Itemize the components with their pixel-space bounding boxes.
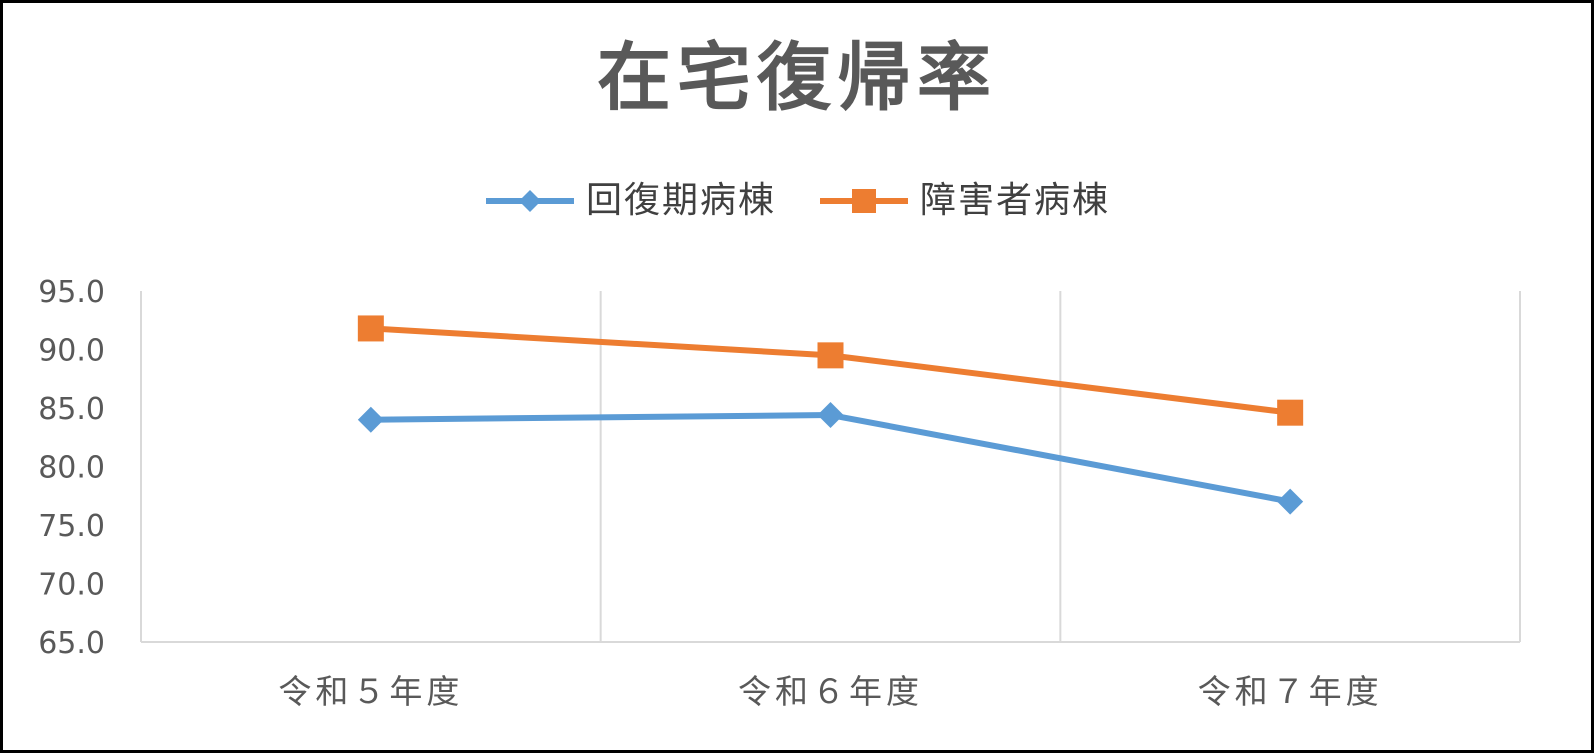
y-tick-label: 75.0 (38, 509, 105, 544)
x-category-label: 令和５年度 (278, 672, 463, 711)
legend-item-series-2[interactable]: 障害者病棟 (818, 183, 1110, 219)
legend-diamond-icon (518, 190, 541, 212)
legend-item-series-1[interactable]: 回復期病棟 (484, 183, 776, 219)
legend-marker-diamond (485, 190, 574, 212)
y-tick-label: 80.0 (38, 451, 105, 486)
y-tick-label: 85.0 (38, 392, 105, 427)
legend-label-series-2: 障害者病棟 (920, 180, 1111, 221)
y-tick-label: 65.0 (38, 626, 105, 661)
legend-label-series-1: 回復期病棟 (585, 180, 776, 221)
data-point-square (1277, 399, 1304, 426)
legend-square-icon (852, 189, 876, 213)
y-tick-label: 95.0 (38, 275, 105, 310)
series-line-2 (370, 325, 1291, 416)
data-point-diamond (1277, 488, 1304, 515)
data-point-square (357, 315, 384, 342)
x-category-label: 令和６年度 (738, 672, 923, 711)
y-tick-label: 90.0 (38, 334, 105, 369)
data-point-diamond (357, 406, 384, 433)
legend: 回復期病棟 障害者病棟 (3, 183, 1591, 219)
y-tick-label: 70.0 (38, 568, 105, 603)
data-point-square (817, 342, 844, 369)
chart-title: 在宅復帰率 (597, 35, 997, 121)
plot-area: 95.0 90.0 85.0 80.0 75.0 70.0 65.0 令和５年度 令和６年度 令和… (38, 275, 1521, 711)
data-point-diamond (817, 402, 844, 429)
legend-marker-square (820, 189, 908, 213)
x-category-label: 令和７年度 (1198, 672, 1383, 711)
